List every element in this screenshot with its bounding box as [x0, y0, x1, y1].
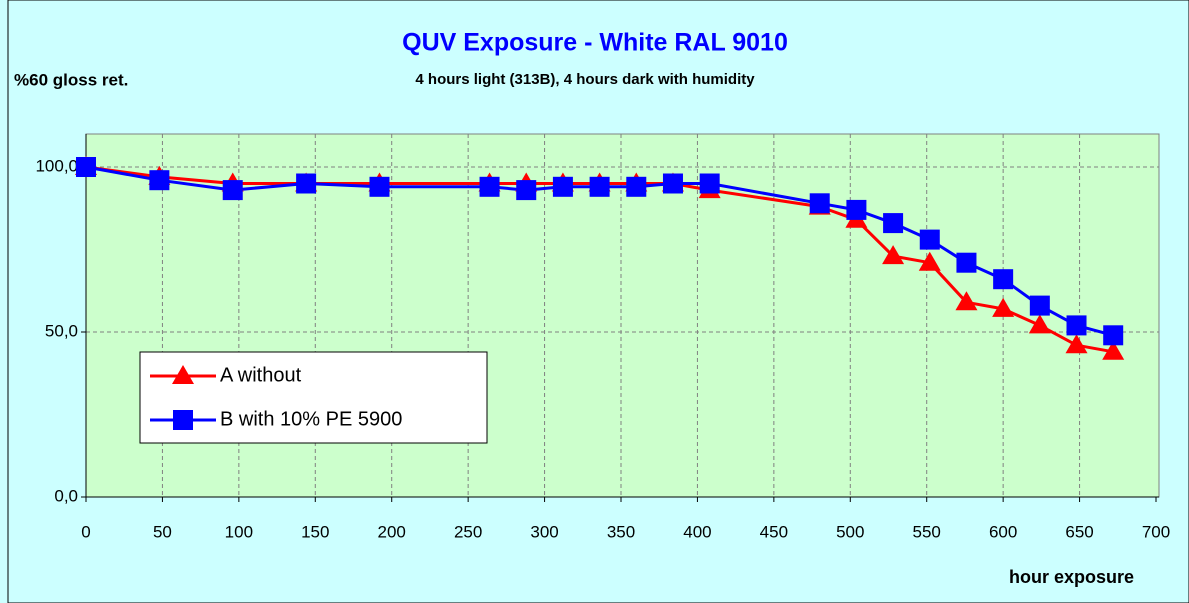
- y-tick-label: 100,0: [35, 156, 78, 175]
- y-tick-label: 50,0: [45, 321, 78, 340]
- data-point: [662, 173, 683, 194]
- x-tick-label: 50: [153, 522, 172, 541]
- x-tick-label: 650: [1065, 522, 1093, 541]
- x-tick-label: 200: [378, 522, 406, 541]
- y-axis-label: %60 gloss ret.: [14, 70, 128, 89]
- data-point: [992, 297, 1015, 317]
- data-point: [883, 213, 904, 234]
- data-point: [76, 157, 96, 177]
- x-tick-label: 400: [683, 522, 711, 541]
- data-point: [516, 180, 537, 201]
- data-point: [1029, 295, 1050, 316]
- data-point: [369, 176, 390, 197]
- data-point: [1065, 334, 1088, 354]
- legend-marker: [172, 365, 194, 384]
- data-point: [222, 180, 243, 201]
- legend-label: B with 10% PE 5900: [220, 408, 402, 430]
- data-point: [1103, 325, 1124, 346]
- data-point: [993, 269, 1014, 290]
- data-point: [589, 176, 610, 197]
- x-axis-label: hour exposure: [1009, 567, 1134, 587]
- data-point: [149, 170, 170, 191]
- x-tick-label: 300: [530, 522, 558, 541]
- x-tick-label: 500: [836, 522, 864, 541]
- data-point: [699, 173, 720, 194]
- y-tick-label: 0,0: [54, 486, 78, 505]
- x-tick-label: 350: [607, 522, 635, 541]
- legend-box: [139, 351, 488, 444]
- data-point: [919, 229, 940, 250]
- x-tick-label: 550: [913, 522, 941, 541]
- data-point: [1102, 340, 1125, 360]
- x-tick-label: 250: [454, 522, 482, 541]
- chart-subtitle: 4 hours light (313B), 4 hours dark with …: [415, 71, 755, 88]
- data-point: [626, 176, 647, 197]
- x-tick-label: 600: [989, 522, 1017, 541]
- data-point: [809, 193, 830, 214]
- legend-label: A without: [220, 364, 302, 386]
- data-point: [882, 245, 905, 265]
- data-point: [296, 173, 317, 194]
- data-point: [479, 176, 500, 197]
- legend-marker: [173, 410, 193, 430]
- x-tick-label: 700: [1142, 522, 1170, 541]
- x-tick-label: 150: [301, 522, 329, 541]
- data-point: [552, 176, 573, 197]
- data-point: [918, 251, 941, 271]
- x-tick-label: 100: [225, 522, 253, 541]
- x-tick-label: 450: [760, 522, 788, 541]
- data-point: [956, 252, 977, 273]
- data-point: [955, 291, 978, 311]
- x-tick-label: 0: [81, 522, 90, 541]
- data-point: [1066, 315, 1087, 336]
- chart-title: QUV Exposure - White RAL 9010: [402, 29, 788, 57]
- data-point: [1028, 314, 1051, 334]
- data-point: [846, 199, 867, 220]
